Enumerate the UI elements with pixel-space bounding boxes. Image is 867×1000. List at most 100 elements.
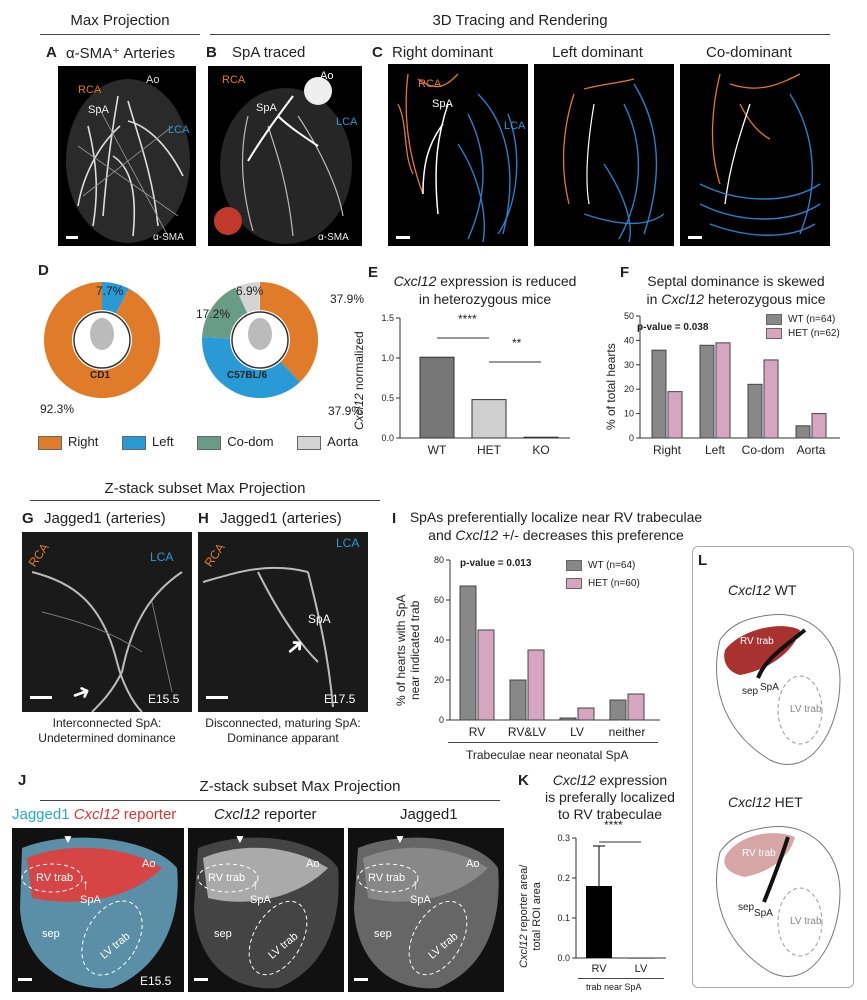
- lvtrab-label: LV trab: [790, 704, 822, 715]
- donut-slice: [43, 282, 160, 398]
- bar: [699, 344, 715, 439]
- donut-c57: [202, 282, 319, 398]
- y-tick-label: 40: [624, 335, 634, 345]
- legend-left: Left: [121, 434, 174, 450]
- panel-f-pvalue: p-value = 0.038: [637, 322, 709, 333]
- donut-cd1: [43, 282, 160, 398]
- lca-label: LCA: [336, 116, 358, 128]
- y-tick-label: 0: [439, 715, 444, 725]
- header-rule: [210, 34, 830, 35]
- panel-k-title: Cxcl12 expression is preferally localized…: [545, 772, 675, 822]
- arrow-icon: ↑: [252, 876, 259, 892]
- panel-f-chart: 0 10 20 30 40 50 Right Left Co-dom Aorta: [624, 311, 840, 457]
- stain-label: α-SMA: [153, 232, 184, 243]
- x-tick-label: HET: [477, 443, 502, 457]
- header-max-projection: Max Projection: [70, 12, 170, 29]
- ao-label: Ao: [466, 858, 480, 870]
- panel-letter-i: I: [392, 510, 397, 527]
- panel-d-legend: Right Left Co-dom Aorta: [38, 434, 378, 450]
- bar: [477, 629, 495, 721]
- y-tick-label: 80: [434, 555, 444, 565]
- legend-right: Right: [38, 434, 98, 450]
- panel-j-image-jagged: RV trab SpA sep LV trab Ao ↑ ▼: [348, 828, 504, 992]
- bar: [419, 356, 455, 439]
- x-tick-label: RV: [469, 725, 485, 739]
- ao-label: Ao: [320, 70, 334, 82]
- panel-letter-j: J: [18, 772, 27, 789]
- y-tick-label: 0.0: [557, 953, 570, 963]
- panel-j-title-1: Jagged1 Cxcl12 reporter: [12, 806, 177, 823]
- bar: [651, 349, 667, 439]
- y-tick-label: 10: [624, 409, 634, 419]
- x-tick-label: Left: [705, 443, 726, 457]
- sig-het-ko: **: [512, 336, 522, 350]
- spa-label: SpA: [760, 682, 779, 693]
- panel-c-title-left: Left dominant: [552, 44, 643, 61]
- legend-het: HET (n=62): [766, 328, 840, 339]
- stage-label: E15.5: [140, 974, 172, 988]
- ao-label: Ao: [306, 858, 320, 870]
- donut-slice: [102, 282, 129, 314]
- panel-l-het-diagram: [716, 825, 841, 978]
- panel-letter-l: L: [698, 552, 708, 569]
- panel-g-title: Jagged1 (arteries): [44, 510, 166, 527]
- y-tick-label: 20: [434, 675, 444, 685]
- rvtrab-label: RV trab: [208, 872, 246, 884]
- panel-h-caption: Disconnected, maturing SpA: Dominance app…: [205, 716, 361, 745]
- panel-e-title: Cxcl12 expression is reduced in heterozyg…: [393, 273, 577, 307]
- lca-label: LCA: [504, 120, 526, 132]
- sep-label: sep: [214, 928, 232, 940]
- legend-wt: WT (n=64): [566, 560, 635, 571]
- panel-c-image-codom: [680, 64, 830, 246]
- panel-c-image-left: [534, 64, 674, 246]
- spa-label: SpA: [754, 908, 773, 919]
- bar: [509, 679, 527, 721]
- y-tick-label: 0.5: [381, 393, 394, 403]
- pct-cd1-right: 92.3%: [40, 402, 75, 416]
- panel-a-title: α-SMA⁺ Arteries: [66, 45, 176, 62]
- rvtrab-label: RV trab: [36, 872, 74, 884]
- legend-wt: WT (n=64): [766, 314, 835, 325]
- mouse-icon: [90, 318, 114, 350]
- spa-label: SpA: [88, 104, 109, 116]
- bar: [627, 693, 645, 721]
- panel-letter-b: B: [206, 44, 217, 61]
- spa-label: SpA: [250, 894, 271, 906]
- arrowhead-icon: ▼: [394, 832, 406, 846]
- panel-letter-d: D: [38, 262, 49, 279]
- x-tick-label: RV&LV: [508, 725, 546, 739]
- rvtrab-label: RV trab: [368, 872, 406, 884]
- donut-slice: [202, 287, 248, 339]
- panel-k-ylabel: Cxcl12 reporter area/total ROI area: [518, 864, 543, 968]
- donut-label-cd1: CD1: [90, 370, 111, 381]
- panel-l-frame: [692, 546, 854, 988]
- panel-k-chart: 0.0 0.1 0.2 0.3 RV LV: [557, 833, 666, 975]
- bar: [577, 707, 595, 721]
- ao-label: Ao: [146, 74, 160, 86]
- x-tick-label: Co-dom: [742, 443, 785, 457]
- rca-label: RCA: [418, 78, 442, 90]
- panel-i-ylabel: % of hearts with SpA near indicated trab: [394, 594, 422, 706]
- panel-b-title: SpA traced: [232, 44, 306, 61]
- stain-label: α-SMA: [318, 232, 349, 243]
- y-tick-label: 1.5: [381, 313, 394, 323]
- legend-aorta: Aorta: [297, 434, 358, 450]
- panel-d-donuts: [43, 282, 319, 398]
- x-tick-label: WT: [428, 443, 447, 457]
- arrow-icon: ↑: [82, 876, 89, 892]
- bar: [586, 886, 612, 958]
- rca-label: RCA: [78, 84, 102, 96]
- x-tick-label: LV: [570, 725, 584, 739]
- xlabel-rule: [448, 742, 658, 743]
- bar: [811, 413, 827, 439]
- bar: [667, 391, 683, 439]
- panel-letter-c: C: [372, 44, 383, 61]
- spa-label: SpA: [432, 98, 453, 110]
- panel-j-title-2: Cxcl12 reporter: [214, 806, 317, 823]
- x-tick-label: Aorta: [797, 443, 826, 457]
- donut-slice: [202, 337, 300, 398]
- header-tracing: 3D Tracing and Rendering: [432, 12, 608, 29]
- arrowhead-icon: ▼: [62, 832, 74, 846]
- panel-e-ylabel: Cxcl12 normalized: [352, 331, 366, 430]
- sep-label: sep: [42, 928, 60, 940]
